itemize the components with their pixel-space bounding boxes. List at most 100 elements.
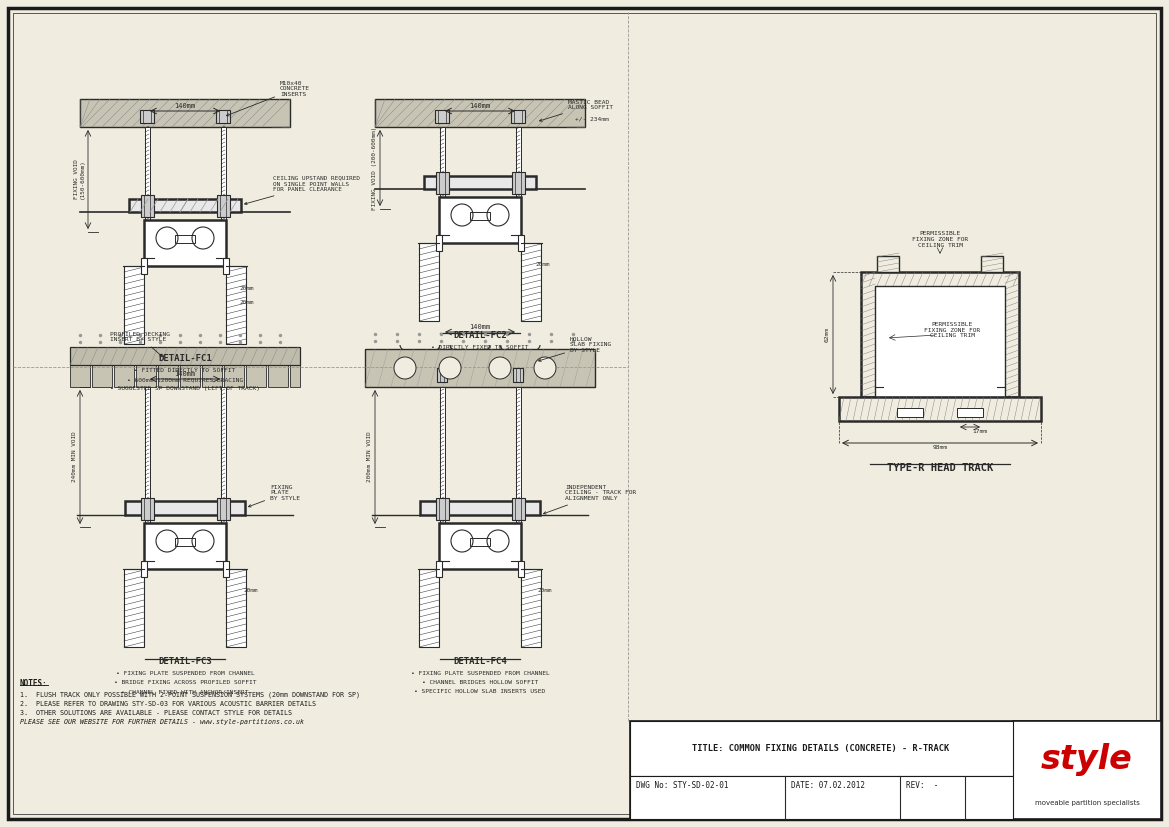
- Bar: [518, 235, 524, 251]
- Bar: [516, 387, 521, 527]
- Bar: [957, 408, 983, 417]
- Text: 240mm MIN VOID: 240mm MIN VOID: [72, 432, 77, 482]
- Text: 140mm: 140mm: [470, 324, 491, 330]
- Text: • DIRECTLY FIXED TO SOFFIT: • DIRECTLY FIXED TO SOFFIT: [431, 345, 528, 350]
- Text: NOTES:: NOTES:: [20, 678, 48, 687]
- Text: 140mm: 140mm: [174, 103, 195, 109]
- Bar: [375, 99, 584, 127]
- Bar: [129, 199, 241, 212]
- Text: M10x40
CONCRETE
INSERTS: M10x40 CONCRETE INSERTS: [227, 81, 310, 116]
- Bar: [877, 256, 899, 272]
- Bar: [268, 365, 288, 387]
- Bar: [217, 498, 230, 520]
- Text: 98mm: 98mm: [933, 445, 948, 450]
- Bar: [513, 368, 523, 382]
- Text: 62mm: 62mm: [825, 327, 830, 342]
- Bar: [365, 349, 595, 387]
- Text: style: style: [1042, 743, 1133, 777]
- Text: CEILING UPSTAND REQUIRED
ON SINGLE POINT WALLS
FOR PANEL CLEARANCE: CEILING UPSTAND REQUIRED ON SINGLE POINT…: [244, 175, 360, 204]
- Bar: [630, 776, 1014, 819]
- Text: PLEASE SEE OUR WEBSITE FOR FURTHER DETAILS - www.style-partitions.co.uk: PLEASE SEE OUR WEBSITE FOR FURTHER DETAI…: [20, 719, 304, 725]
- Text: 20mm: 20mm: [538, 589, 553, 594]
- Text: 2.  PLEASE REFER TO DRAWING STY-SD-03 FOR VARIOUS ACOUSTIC BARRIER DETAILS: 2. PLEASE REFER TO DRAWING STY-SD-03 FOR…: [20, 701, 316, 707]
- Bar: [419, 569, 440, 647]
- Text: • CHANNEL FIXED WITH ANCHOR/INSERT: • CHANNEL FIXED WITH ANCHOR/INSERT: [122, 689, 249, 694]
- Bar: [290, 365, 300, 387]
- Bar: [521, 569, 541, 647]
- Text: • 600mm-1200mm REQUIRES BRACING: • 600mm-1200mm REQUIRES BRACING: [127, 377, 243, 382]
- Bar: [470, 538, 490, 546]
- Text: INDEPENDENT
CEILING - TRACK FOR
ALIGNMENT ONLY: INDEPENDENT CEILING - TRACK FOR ALIGNMEN…: [544, 485, 636, 514]
- Text: 20mm: 20mm: [240, 299, 255, 304]
- Bar: [224, 365, 244, 387]
- Text: TYPE-R HEAD TRACK: TYPE-R HEAD TRACK: [887, 463, 994, 473]
- Bar: [70, 347, 300, 365]
- Bar: [245, 365, 267, 387]
- Bar: [124, 266, 144, 344]
- Bar: [512, 172, 525, 194]
- Bar: [175, 538, 195, 546]
- Bar: [435, 110, 449, 123]
- Text: FIXING VOID
(150-600mm): FIXING VOID (150-600mm): [74, 160, 85, 199]
- Bar: [630, 721, 1014, 776]
- Text: 20mm: 20mm: [535, 262, 549, 267]
- Text: 1.  FLUSH TRACK ONLY POSSIBLE WITH 2-POINT SUSPENSION SYSTEMS (20mm DOWNSTAND FO: 1. FLUSH TRACK ONLY POSSIBLE WITH 2-POIN…: [20, 691, 360, 698]
- Text: DWG No: STY-SD-02-01: DWG No: STY-SD-02-01: [636, 782, 728, 791]
- Bar: [511, 110, 525, 123]
- Text: 3.  OTHER SOLUTIONS ARE AVAILABLE - PLEASE CONTACT STYLE FOR DETAILS: 3. OTHER SOLUTIONS ARE AVAILABLE - PLEAS…: [20, 710, 292, 716]
- Bar: [226, 266, 245, 344]
- Text: FIXING VOID (200-600mm): FIXING VOID (200-600mm): [372, 127, 376, 210]
- Bar: [516, 127, 521, 209]
- Bar: [141, 258, 147, 274]
- Text: • SUGGESTED SP DOWNSTAND (LEFT OF TRACK): • SUGGESTED SP DOWNSTAND (LEFT OF TRACK): [110, 386, 260, 391]
- Bar: [876, 286, 1005, 397]
- Bar: [124, 569, 144, 647]
- Bar: [125, 501, 245, 515]
- Bar: [70, 365, 90, 387]
- Bar: [981, 256, 1003, 272]
- Bar: [79, 99, 290, 127]
- Bar: [145, 127, 150, 232]
- Bar: [436, 498, 449, 520]
- Bar: [470, 212, 490, 220]
- Circle shape: [534, 357, 556, 379]
- Text: • FITTED DIRECTLY TO SOFFIT: • FITTED DIRECTLY TO SOFFIT: [134, 368, 236, 373]
- Text: • CHANNEL BRIDGES HOLLOW SOFFIT: • CHANNEL BRIDGES HOLLOW SOFFIT: [422, 680, 538, 685]
- Text: MASTIC BEAD
ALONG SOFFIT: MASTIC BEAD ALONG SOFFIT: [540, 99, 613, 122]
- Bar: [521, 243, 541, 321]
- Bar: [518, 561, 524, 577]
- Text: DETAIL-FC3: DETAIL-FC3: [158, 657, 212, 666]
- Text: HOLLOW
SLAB FIXING
BY STYLE: HOLLOW SLAB FIXING BY STYLE: [539, 337, 611, 361]
- Text: 200mm MIN VOID: 200mm MIN VOID: [367, 432, 372, 482]
- Bar: [115, 365, 134, 387]
- Bar: [1014, 721, 1161, 819]
- Circle shape: [489, 357, 511, 379]
- Bar: [180, 365, 200, 387]
- Bar: [897, 408, 924, 417]
- Bar: [144, 523, 226, 569]
- Text: 140mm: 140mm: [470, 103, 491, 109]
- Circle shape: [440, 357, 461, 379]
- Bar: [141, 195, 154, 217]
- Text: • SPECIFIC HOLLOW SLAB INSERTS USED: • SPECIFIC HOLLOW SLAB INSERTS USED: [414, 689, 546, 694]
- Text: TITLE: COMMON FIXING DETAILS (CONCRETE) - R-TRACK: TITLE: COMMON FIXING DETAILS (CONCRETE) …: [692, 744, 949, 753]
- Bar: [839, 397, 1042, 421]
- Text: +/- 234mm: +/- 234mm: [575, 117, 609, 122]
- Bar: [512, 498, 525, 520]
- Bar: [175, 235, 195, 243]
- Bar: [144, 220, 226, 266]
- Circle shape: [394, 357, 416, 379]
- Bar: [436, 235, 442, 251]
- Text: 20mm: 20mm: [243, 589, 257, 594]
- Bar: [419, 243, 440, 321]
- Bar: [437, 368, 447, 382]
- Bar: [440, 523, 521, 569]
- Text: DATE: 07.02.2012: DATE: 07.02.2012: [791, 782, 865, 791]
- Bar: [136, 365, 155, 387]
- Bar: [217, 195, 230, 217]
- Text: DETAIL-FC1: DETAIL-FC1: [158, 354, 212, 363]
- Text: DETAIL-FC4: DETAIL-FC4: [454, 657, 507, 666]
- Bar: [226, 569, 245, 647]
- Text: REV:  -: REV: -: [906, 782, 939, 791]
- Bar: [424, 176, 537, 189]
